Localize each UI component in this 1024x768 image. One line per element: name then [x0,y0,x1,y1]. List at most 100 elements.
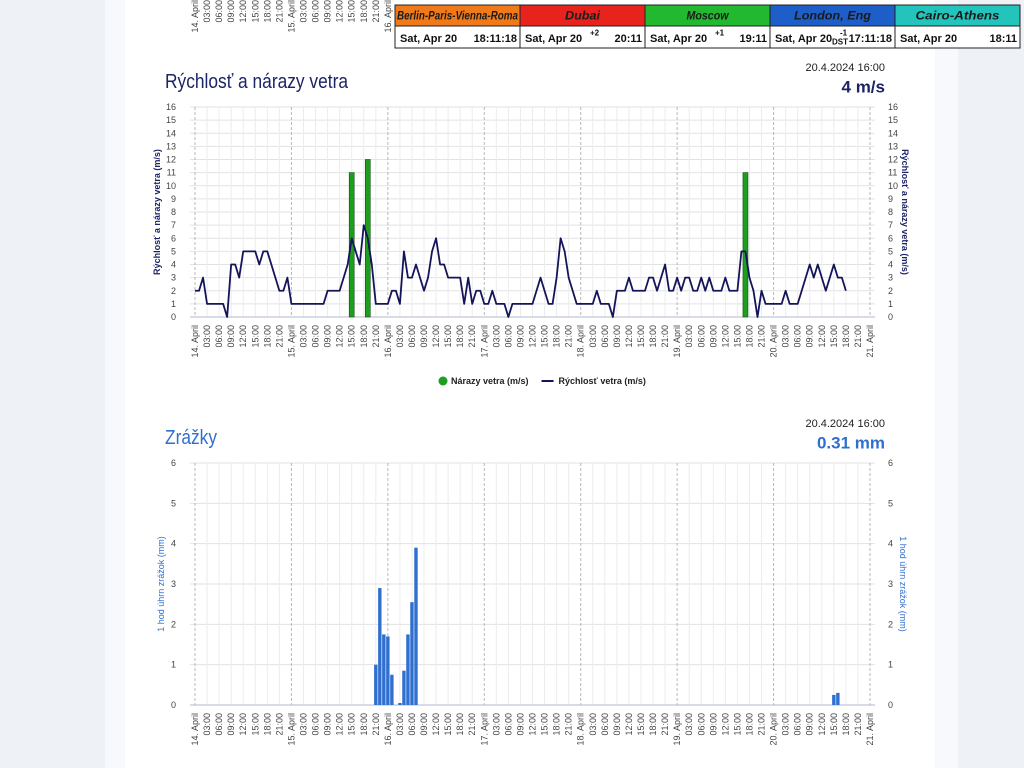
clock-city: Dubai [565,9,601,23]
x-tick-label: 20. April [769,713,779,746]
x-tick-label: 15:00 [250,713,260,736]
clock-date: Sat, Apr 20 [775,33,832,45]
x-tick-label: 21:00 [467,325,477,348]
x-tick-label: 03:00 [395,713,405,736]
x-tick-label: 15:00 [347,325,357,348]
top-axis-label: 16. April [383,0,393,33]
clock-time: 18:11 [989,33,1017,45]
x-tick-label: 03:00 [491,713,501,736]
y2-tick-label: 1 [888,660,893,670]
line [195,224,847,318]
top-axis-label: 12:00 [238,0,248,23]
x-tick-label: 06:00 [503,713,513,736]
bar [390,674,394,705]
bar [410,602,414,705]
clock-date: Sat, Apr 20 [525,33,582,45]
x-tick-label: 15:00 [732,713,742,736]
clock-date: Sat, Apr 20 [650,33,707,45]
x-tick-label: 21. April [865,325,875,358]
y-tick-label: 12 [166,155,176,165]
clock-city: Moscow [687,9,730,23]
chart-timestamp: 20.4.2024 16:00 [805,62,885,74]
x-tick-label: 18:00 [552,713,562,736]
y-tick-label: 3 [171,579,176,589]
y2-tick-label: 15 [888,115,898,125]
x-tick-label: 06:00 [793,713,803,736]
y-tick-label: 1 [171,299,176,309]
x-tick-label: 15:00 [443,325,453,348]
y2-tick-label: 6 [888,233,893,243]
top-axis-label: 06:00 [214,0,224,23]
bar [406,634,410,705]
x-tick-label: 15:00 [636,713,646,736]
x-tick-label: 12:00 [238,325,248,348]
y2-tick-label: 0 [888,700,893,710]
top-axis-label: 21:00 [274,0,284,23]
y2-tick-label: 4 [888,539,893,549]
y2-tick-label: 10 [888,181,898,191]
x-tick-label: 14. April [190,325,200,358]
x-tick-label: 12:00 [431,325,441,348]
top-axis-label: 15:00 [347,0,357,23]
x-tick-label: 15:00 [636,325,646,348]
x-tick-label: 06:00 [407,325,417,348]
y-tick-label: 2 [171,619,176,629]
x-tick-label: 03:00 [588,713,598,736]
x-tick-label: 19. April [672,713,682,746]
x-tick-label: 18:00 [648,713,658,736]
y2-tick-label: 3 [888,273,893,283]
y2-tick-label: 11 [888,168,897,178]
x-tick-label: 15. April [286,325,296,358]
x-tick-label: 15. April [286,713,296,746]
x-tick-label: 12:00 [528,713,538,736]
y2-tick-label: 5 [888,498,893,508]
y2-tick-label: 12 [888,155,898,165]
x-tick-label: 18. April [576,713,586,746]
x-tick-label: 18:00 [455,325,465,348]
y-axis-title: Rýchlosť a nárazy vetra (m/s) [152,149,162,275]
x-tick-label: 09:00 [323,713,333,736]
y-tick-label: 7 [171,220,176,230]
x-tick-label: 21:00 [853,713,863,736]
x-tick-label: 09:00 [515,713,525,736]
bar [832,694,836,705]
y2-axis-title: Rýchlosť a nárazy vetra (m/s) [900,149,910,275]
x-tick-label: 21:00 [564,325,574,348]
x-tick-label: 09:00 [515,325,525,348]
y2-tick-label: 2 [888,286,893,296]
x-tick-label: 15:00 [347,713,357,736]
y2-tick-label: 4 [888,260,893,270]
y-tick-label: 11 [167,168,176,178]
top-axis-label: 03:00 [298,0,308,23]
x-tick-label: 21:00 [853,325,863,348]
x-tick-label: 15:00 [540,325,550,348]
x-tick-label: 09:00 [419,325,429,348]
y-tick-label: 4 [171,539,176,549]
x-tick-label: 06:00 [600,713,610,736]
y-tick-label: 8 [171,207,176,217]
x-tick-label: 18:00 [744,325,754,348]
x-tick-label: 03:00 [588,325,598,348]
y2-tick-label: 8 [888,207,893,217]
x-tick-label: 15:00 [732,325,742,348]
x-tick-label: 17. April [479,325,489,358]
x-tick-label: 12:00 [817,325,827,348]
x-tick-label: 18:00 [359,713,369,736]
clock-offset: -1 [840,29,848,38]
x-tick-label: 12:00 [431,713,441,736]
x-tick-label: 12:00 [528,325,538,348]
x-tick-label: 12:00 [720,713,730,736]
clock-city: Cairo-Athens [916,9,1000,23]
y2-tick-label: 9 [888,194,893,204]
top-axis-label: 18:00 [262,0,272,23]
x-tick-label: 14. April [190,713,200,746]
x-tick-label: 21:00 [757,713,767,736]
top-axis-label: 09:00 [226,0,236,23]
top-axis-label: 15:00 [250,0,260,23]
content-card [125,0,935,768]
x-tick-label: 17. April [479,713,489,746]
bar [382,634,386,705]
clock-time: 20:11 [614,33,642,45]
x-tick-label: 03:00 [202,713,212,736]
y-tick-label: 2 [171,286,176,296]
